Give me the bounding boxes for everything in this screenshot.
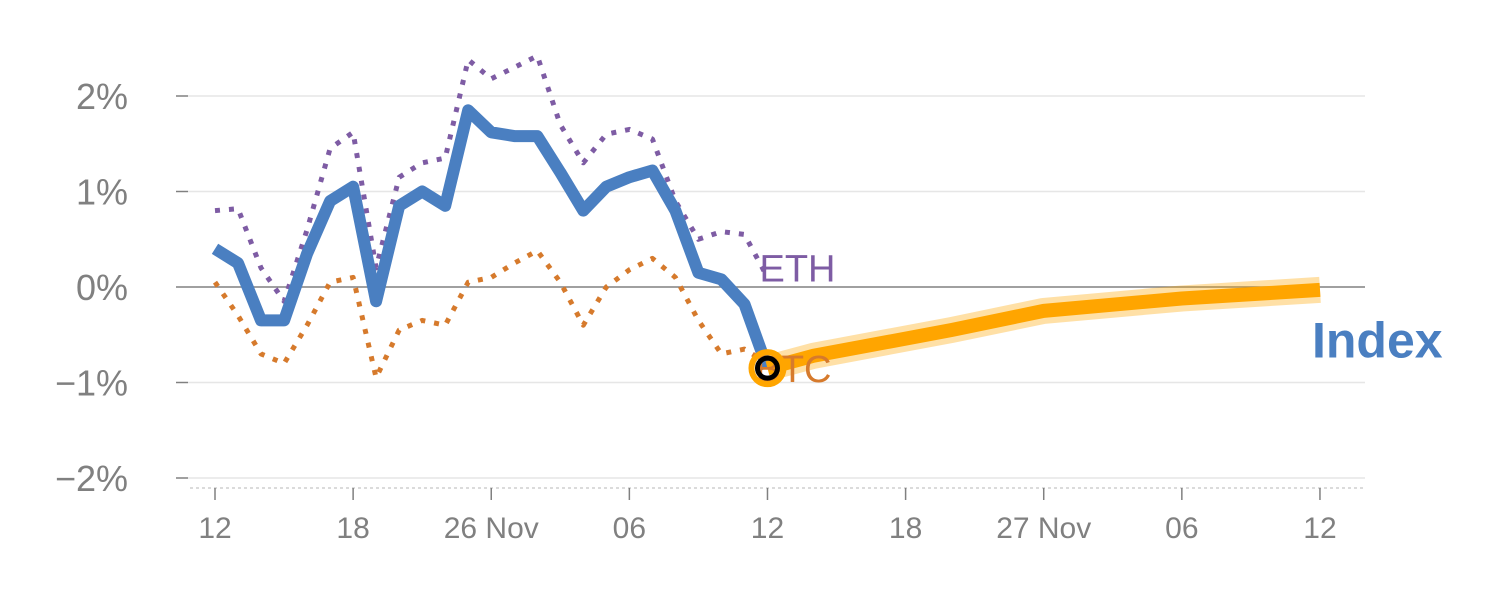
series-label-index: Index — [1312, 313, 1443, 369]
series-lines — [211, 53, 1321, 381]
x-tick-label: 18 — [336, 512, 369, 545]
axes: 2% 1% 0% −1% −2% 12 18 26 Nov 06 12 18 27 Nov 06 12 — [55, 76, 1365, 545]
x-tick-label: 12 — [751, 512, 784, 545]
x-tick-label: 06 — [1165, 512, 1198, 545]
y-tick-label: 1% — [76, 172, 128, 213]
y-tick-label: 0% — [76, 267, 128, 308]
marker-core — [754, 355, 780, 381]
x-tick-label: 27 Nov — [996, 512, 1091, 545]
x-tick-label: 18 — [889, 512, 922, 545]
current-value-marker — [748, 349, 787, 388]
x-tick-label: 26 Nov — [444, 512, 539, 545]
series-line-btc — [212, 248, 769, 381]
series-label-eth: ETH — [759, 248, 835, 290]
y-tick-label: 2% — [76, 76, 128, 117]
x-tick-label: 06 — [613, 512, 646, 545]
x-tick-label: 12 — [1303, 512, 1336, 545]
x-tick-label: 12 — [198, 512, 231, 545]
series-line-index — [211, 104, 774, 371]
y-tick-label: −1% — [55, 363, 128, 404]
forecast-band-line — [765, 282, 1321, 375]
marker-ring — [748, 349, 787, 388]
y-tick-label: −2% — [55, 458, 128, 499]
